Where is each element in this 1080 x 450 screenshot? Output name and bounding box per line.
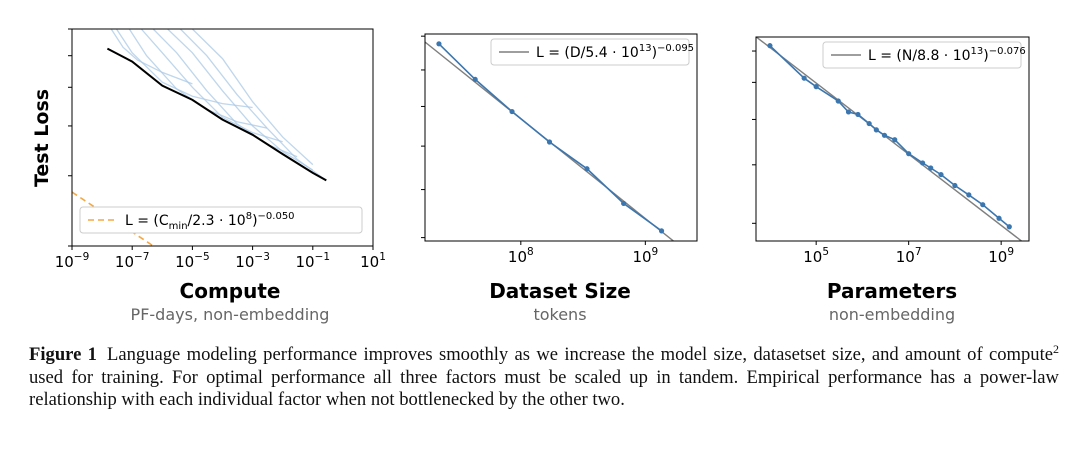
plot-area	[72, 29, 327, 246]
chart-dataset-title: Dataset Size	[489, 279, 631, 303]
data-point-3	[813, 84, 819, 90]
x-tick-label: 109	[988, 246, 1014, 266]
data-point-14	[938, 171, 944, 178]
legend-label: L = (D/5.4 · 1013)−0.095	[536, 43, 694, 61]
data-point-5	[584, 166, 590, 172]
data-point-8	[873, 127, 879, 133]
caption-footnote-marker: 2	[1053, 341, 1059, 356]
plot-frame	[71, 28, 374, 247]
legend-label: L = (N/8.8 · 1013)−0.076	[868, 46, 1026, 64]
x-tick-label: 105	[803, 246, 829, 266]
scaling-laws-figure: Test Loss 10−9 10−7 10−5 10−3 10−1 101 L = (Cm…	[31, 28, 1030, 324]
chart-parameters-subtitle: non-embedding	[829, 305, 955, 324]
data-point-5	[845, 109, 852, 115]
legend: L = (N/8.8 · 1013)−0.076	[822, 41, 1026, 69]
chart-dataset-size: 108 109 L = (D/5.4 · 1013)−0.095	[421, 33, 698, 266]
data-point-7	[866, 120, 872, 127]
data-point-17	[980, 202, 986, 208]
x-tick-label: 10−7	[115, 251, 150, 271]
data-point-18	[996, 215, 1002, 221]
learning-curve-4	[140, 29, 283, 143]
chart-parameters-title: Parameters	[827, 279, 957, 303]
chart-compute: 10−9 10−7 10−5 10−3 10−1 101 L = (Cmin/2.3 · 1…	[55, 28, 386, 271]
data-point-15	[952, 182, 958, 189]
data-point-11	[906, 151, 912, 157]
x-tick-label: 10−1	[296, 251, 331, 271]
plot-area	[756, 37, 1023, 241]
plot-frame	[755, 36, 1030, 242]
data-line	[438, 43, 663, 232]
data-point-1	[767, 43, 773, 49]
data-point-13	[928, 165, 934, 171]
data-point-6	[621, 200, 627, 207]
learning-curve-8	[191, 29, 314, 166]
legend-box	[490, 38, 690, 66]
caption-text-b: used for training. For optimal performan…	[29, 366, 1059, 411]
y-axis-label: Test Loss	[31, 89, 53, 187]
learning-curve-3	[128, 29, 268, 129]
data-point-2	[472, 76, 478, 83]
x-tick-label: 10−5	[175, 251, 210, 271]
x-tick-label: 101	[360, 251, 386, 271]
data-point-3	[509, 108, 515, 115]
data-point-2	[801, 75, 807, 81]
legend: L = (D/5.4 · 1013)−0.095	[490, 38, 694, 66]
data-point-9	[881, 132, 888, 138]
chart-parameters: 105 107 109 L = (N/8.8 · 1013)−0.076	[752, 36, 1030, 266]
chart-dataset-subtitle: tokens	[533, 305, 586, 324]
x-tick-label: 10−9	[55, 251, 90, 271]
data-point-12	[919, 160, 926, 166]
data-point-10	[892, 137, 898, 143]
chart-compute-subtitle: PF-days, non-embedding	[131, 305, 330, 324]
plot-frame	[424, 33, 698, 242]
data-line	[769, 45, 1010, 228]
learning-curve-6	[167, 29, 314, 171]
data-point-4	[835, 98, 841, 104]
x-tick-label: 107	[896, 246, 922, 266]
legend-box	[79, 206, 363, 234]
legend-box	[822, 41, 1022, 69]
compute-frontier-line	[106, 47, 327, 182]
data-point-7	[658, 228, 665, 234]
data-point-16	[966, 192, 972, 198]
chart-compute-title: Compute	[180, 279, 281, 303]
plot-area	[425, 41, 675, 241]
legend: L = (Cmin/2.3 · 108)−0.050	[79, 206, 363, 234]
fit-line	[756, 37, 1023, 241]
learning-curve-1	[110, 29, 193, 85]
legend-label: L = (Cmin/2.3 · 108)−0.050	[125, 211, 295, 232]
figure-label: Figure 1	[29, 344, 97, 365]
x-tick-label: 109	[632, 246, 658, 266]
x-tick-label: 108	[508, 246, 534, 266]
learning-curve-7	[179, 29, 327, 181]
data-point-19	[1006, 224, 1012, 230]
caption-text-a: Language modeling performance improves s…	[106, 344, 1053, 365]
figure-caption: Figure 1 Language modeling performance im…	[29, 341, 1059, 412]
data-point-1	[436, 41, 442, 47]
data-point-6	[855, 111, 861, 118]
data-point-4	[546, 139, 553, 145]
x-tick-label: 10−3	[235, 251, 270, 271]
